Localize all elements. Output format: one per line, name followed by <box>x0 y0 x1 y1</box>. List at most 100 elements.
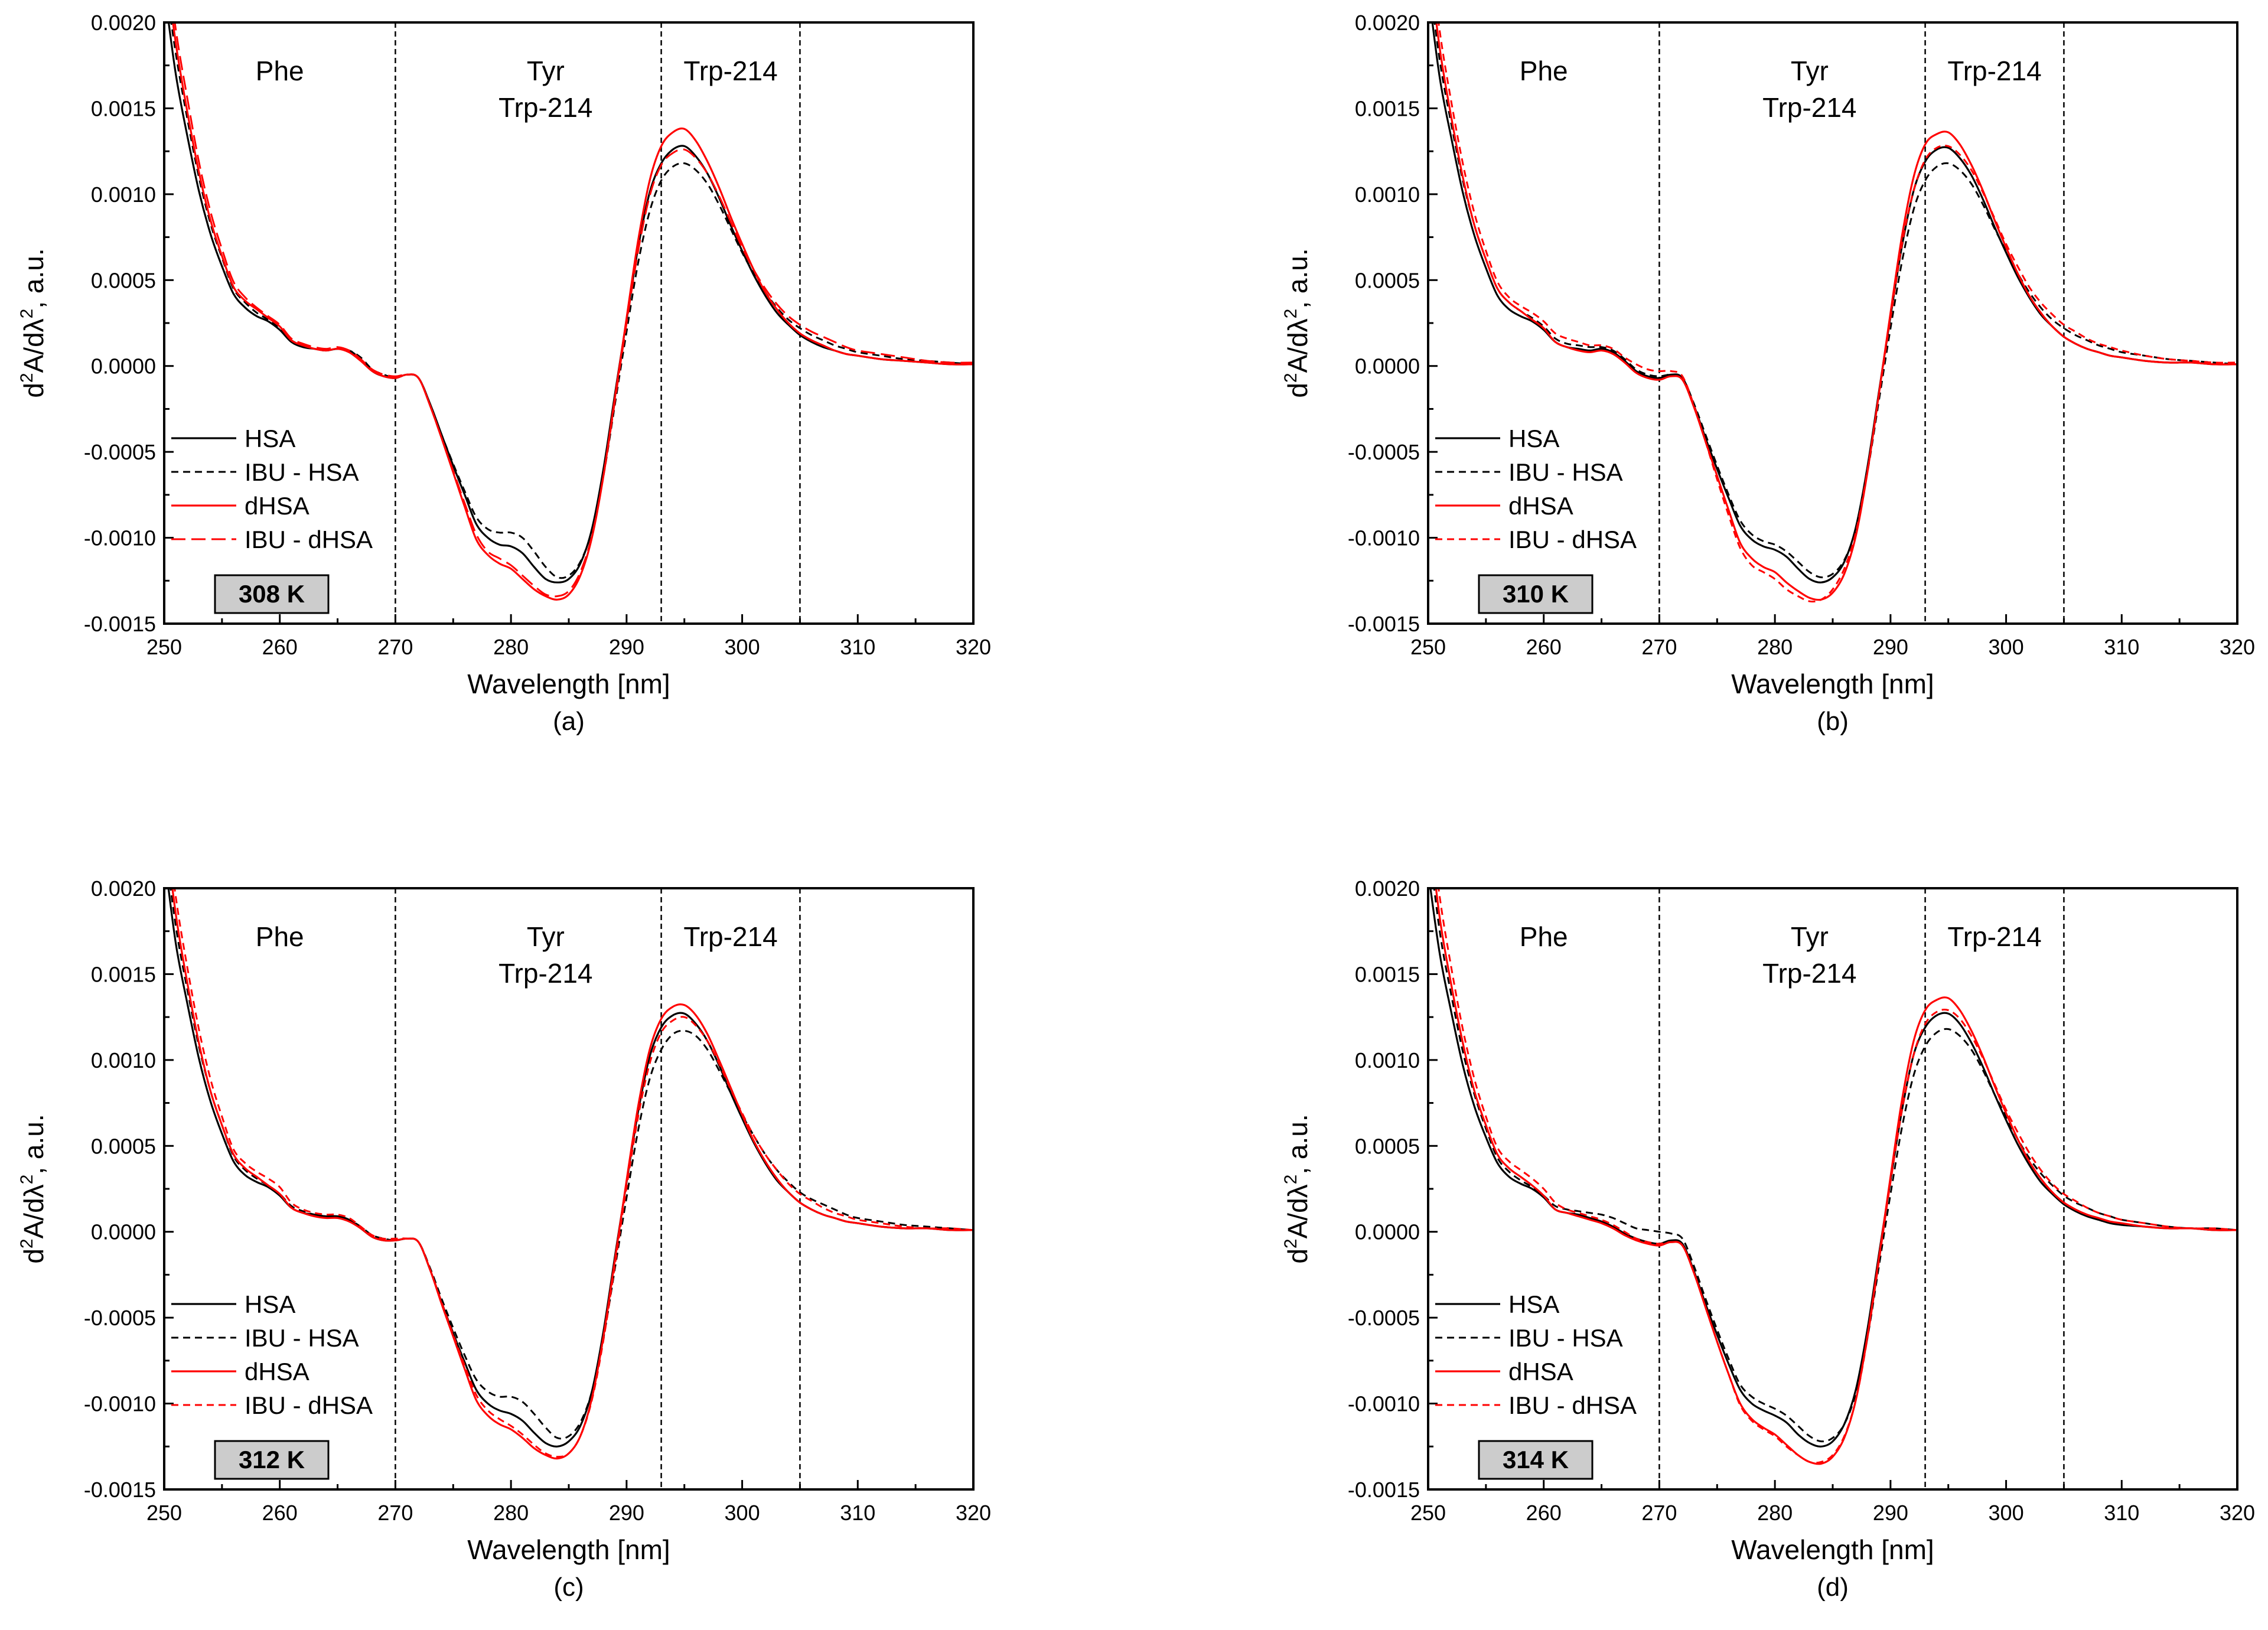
region-label-phe: Phe <box>256 56 304 86</box>
legend-label: dHSA <box>1508 1358 1573 1386</box>
region-label-phe: Phe <box>256 921 304 952</box>
panel-caption: (b) <box>1817 707 1849 736</box>
series-group <box>1431 22 2237 603</box>
x-tick-label: 310 <box>840 1501 875 1525</box>
x-tick-label: 280 <box>493 635 529 659</box>
y-tick-label: 0.0000 <box>91 1220 156 1244</box>
y-tick-label: -0.0005 <box>84 1306 156 1330</box>
y-axis-title: d2A/dλ2, a.u. <box>1281 1114 1313 1263</box>
y-tick-label: 0.0010 <box>91 1048 156 1072</box>
x-tick-label: 290 <box>1873 1501 1908 1525</box>
y-axis-title-part: 2 <box>1281 373 1301 383</box>
legend-label: HSA <box>1508 425 1559 452</box>
region-label-tyr: Tyr <box>1791 56 1829 86</box>
series-line-dhsa <box>172 22 973 601</box>
series-group <box>167 888 973 1460</box>
y-tick-label: -0.0005 <box>1348 1306 1420 1330</box>
series-line-ibu-dhsa <box>174 888 973 1458</box>
y-axis-title-part: A/dλ <box>18 318 49 373</box>
x-tick-label: 310 <box>2104 635 2139 659</box>
x-tick-label: 280 <box>1757 1501 1793 1525</box>
legend-label: dHSA <box>245 492 309 520</box>
region-label-trp-214: Trp-214 <box>1947 56 2041 86</box>
panel-caption: (c) <box>553 1573 584 1602</box>
x-axis-title: Wavelength [nm] <box>1731 1534 1934 1565</box>
x-tick-label: 310 <box>840 635 875 659</box>
y-tick-label: 0.0000 <box>1355 1220 1420 1244</box>
legend-label: IBU - dHSA <box>245 1391 373 1419</box>
legend-label: IBU - dHSA <box>1508 526 1637 553</box>
legend-label: HSA <box>1508 1290 1559 1318</box>
region-label-tyr: Tyr <box>527 56 565 86</box>
x-tick-label: 310 <box>2104 1501 2139 1525</box>
y-tick-label: -0.0010 <box>1348 1392 1420 1416</box>
y-tick-label: 0.0000 <box>1355 354 1420 379</box>
x-tick-label: 290 <box>1873 635 1908 659</box>
x-tick-label: 300 <box>725 1501 760 1525</box>
temperature-badge <box>214 1440 330 1480</box>
y-tick-label: -0.0010 <box>84 1392 156 1416</box>
y-axis-title: d2A/dλ2, a.u. <box>17 248 49 397</box>
temperature-label: 308 K <box>239 580 305 608</box>
y-tick-label: -0.0015 <box>84 1478 156 1502</box>
y-tick-label: -0.0005 <box>84 440 156 464</box>
x-tick-label: 270 <box>377 1501 413 1525</box>
y-axis-title-part: , a.u. <box>1282 248 1313 308</box>
series-group <box>1429 888 2237 1465</box>
y-tick-label: 0.0020 <box>91 11 156 35</box>
x-tick-label: 280 <box>1757 635 1793 659</box>
y-tick-label: -0.0005 <box>1348 440 1420 464</box>
temperature-badge <box>214 574 330 614</box>
y-tick-label: 0.0015 <box>91 962 156 986</box>
y-tick-label: 0.0020 <box>91 876 156 901</box>
x-tick-label: 260 <box>262 635 298 659</box>
temperature-label: 312 K <box>239 1446 305 1473</box>
region-label-trp-214: Trp-214 <box>1762 958 1856 989</box>
x-tick-label: 280 <box>493 1501 529 1525</box>
y-axis-title-part: 2 <box>17 1238 37 1248</box>
y-tick-label: -0.0010 <box>1348 526 1420 550</box>
x-tick-label: 250 <box>146 635 182 659</box>
x-tick-label: 300 <box>725 635 760 659</box>
panel-c: Phe Tyr Trp-214 Trp-214 250 260 270 280 290 300 31… <box>17 876 991 1602</box>
y-axis-title-part: 2 <box>1281 309 1301 319</box>
x-tick-label: 300 <box>1989 1501 2024 1525</box>
y-tick-label: 0.0010 <box>1355 1048 1420 1072</box>
y-axis-title-part: 2 <box>1281 1238 1301 1248</box>
legend-label: dHSA <box>1508 492 1573 520</box>
y-axis-title-part: d <box>1282 383 1313 398</box>
legend-label: IBU - HSA <box>245 458 359 486</box>
region-label-phe: Phe <box>1520 56 1568 86</box>
series-line-dhsa <box>171 888 973 1460</box>
y-tick-label: 0.0010 <box>1355 182 1420 207</box>
temperature-label: 310 K <box>1503 580 1569 608</box>
y-tick-label: -0.0015 <box>84 612 156 636</box>
x-tick-label: 290 <box>609 1501 644 1525</box>
panel-caption: (d) <box>1817 1573 1849 1602</box>
x-tick-label: 250 <box>1410 1501 1446 1525</box>
x-tick-label: 270 <box>377 635 413 659</box>
region-label-trp-214: Trp-214 <box>1762 92 1856 123</box>
temperature-label: 314 K <box>1503 1446 1569 1473</box>
region-label-phe: Phe <box>1520 921 1568 952</box>
series-line-ibu-dhsa <box>1438 22 2237 603</box>
temperature-badge <box>1478 1440 1594 1480</box>
y-tick-label: 0.0015 <box>1355 962 1420 986</box>
region-label-tyr: Tyr <box>1791 921 1829 952</box>
x-tick-label: 250 <box>1410 635 1446 659</box>
series-line-hsa <box>167 22 973 583</box>
legend-label: IBU - dHSA <box>1508 1391 1637 1419</box>
region-label-trp-214: Trp-214 <box>683 56 777 86</box>
series-line-ibu-hsa <box>170 888 973 1440</box>
region-label-trp-214: Trp-214 <box>498 958 592 989</box>
panel-b: Phe Tyr Trp-214 Trp-214 250 260 270 280 290 300 31… <box>1281 11 2255 736</box>
y-tick-label: 0.0010 <box>91 182 156 207</box>
x-tick-label: 320 <box>2220 635 2255 659</box>
x-tick-label: 260 <box>262 1501 298 1525</box>
x-axis-title: Wavelength [nm] <box>1731 669 1934 699</box>
y-axis-title-part: 2 <box>17 373 37 383</box>
y-tick-label: 0.0015 <box>91 96 156 120</box>
region-label-tyr: Tyr <box>527 921 565 952</box>
